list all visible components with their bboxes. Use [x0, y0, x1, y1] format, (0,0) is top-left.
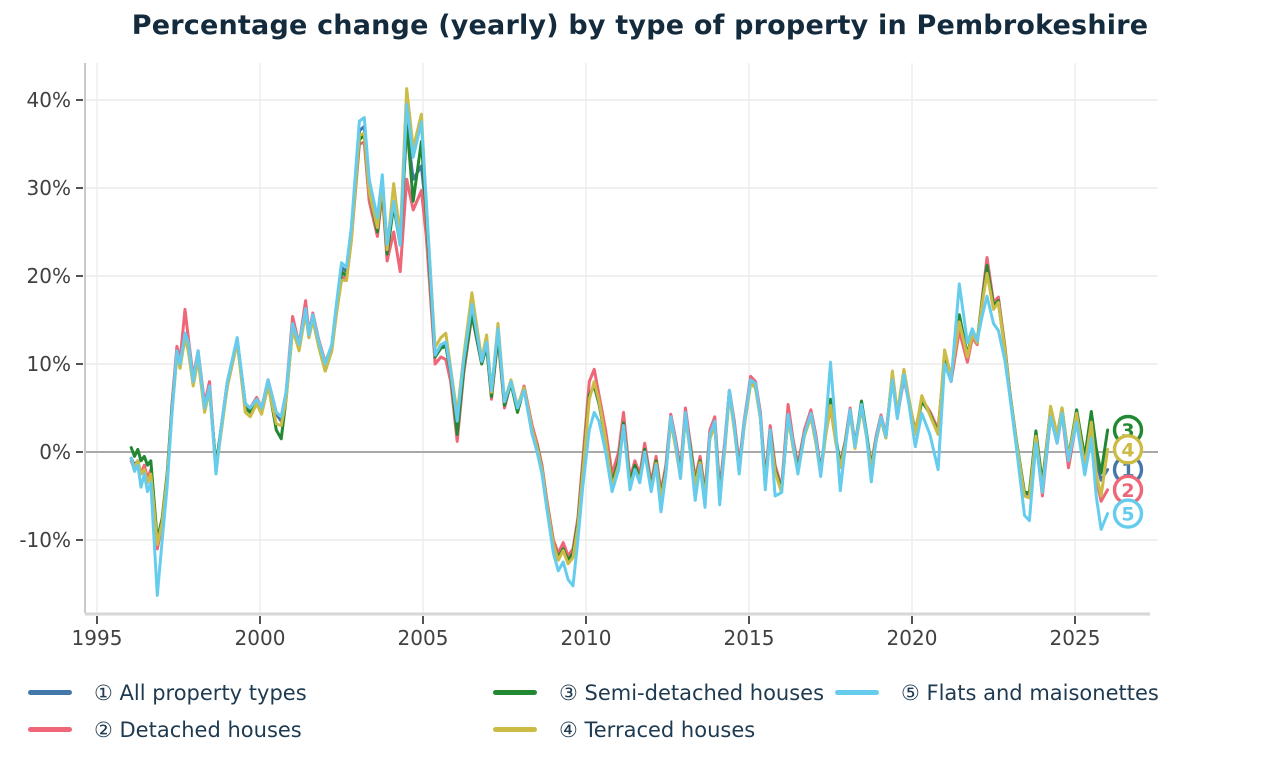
- legend-item-detached-houses: ② Detached houses: [28, 717, 307, 742]
- legend-item-terraced-houses: ④ Terraced houses: [493, 717, 824, 742]
- x-tick-label: 2000: [235, 626, 286, 650]
- series-end-marker-digit-2: 2: [1121, 480, 1134, 502]
- series-end-marker-circle-5: [1112, 498, 1144, 529]
- series-line-flats-and-maisonettes: [129, 102, 1110, 597]
- legend-label: ① All property types: [94, 680, 307, 705]
- y-tick-label: 30%: [27, 176, 71, 200]
- x-tick-label: 2010: [561, 626, 612, 650]
- series-line-terraced-houses: [129, 87, 1110, 566]
- legend-swatch-yellow: [493, 727, 537, 732]
- y-tick-label: 40%: [27, 88, 71, 112]
- legend-column-3: ⑤ Flats and maisonettes: [835, 680, 1159, 705]
- y-tick-label: 20%: [27, 264, 71, 288]
- legend-column-1: ① All property types ② Detached houses: [28, 680, 307, 742]
- legend-swatch-green: [493, 690, 537, 695]
- series-line-detached-houses: [129, 140, 1110, 558]
- legend-item-all-property-types: ① All property types: [28, 680, 307, 705]
- y-tick-label: 0%: [39, 440, 71, 464]
- legend-swatch-skyblue: [835, 690, 879, 695]
- series-end-marker-digit-4: 4: [1121, 439, 1134, 461]
- legend-item-flats-and-maisonettes: ⑤ Flats and maisonettes: [835, 680, 1159, 705]
- series-end-marker-circle-4: [1112, 434, 1144, 465]
- x-tick-label: 2015: [724, 626, 775, 650]
- legend-swatch-blue: [28, 690, 72, 695]
- legend-column-2: ③ Semi-detached houses ④ Terraced houses: [493, 680, 824, 742]
- x-tick-label: 2020: [887, 626, 938, 650]
- x-tick-label: 2005: [398, 626, 449, 650]
- legend-label: ④ Terraced houses: [559, 717, 756, 742]
- line-chart: 1995 2000 2005 2010 2015 2020 202540%30%20%10%…: [19, 63, 1158, 650]
- chart-title: Percentage change (yearly) by type of pr…: [131, 10, 1149, 41]
- series-end-marker-digit-5: 5: [1121, 504, 1134, 526]
- legend-label: ⑤ Flats and maisonettes: [901, 680, 1159, 705]
- legend-label: ③ Semi-detached houses: [559, 680, 825, 705]
- x-tick-label: 1995: [72, 626, 123, 650]
- legend-item-semi-detached-houses: ③ Semi-detached houses: [493, 680, 824, 705]
- y-tick-label: 10%: [27, 352, 71, 376]
- y-tick-label: -10%: [19, 528, 71, 552]
- legend-swatch-pink: [28, 727, 72, 732]
- x-tick-label: 2025: [1050, 626, 1101, 650]
- legend-label: ② Detached houses: [94, 717, 302, 742]
- series-line-all-property-types: [129, 124, 1110, 564]
